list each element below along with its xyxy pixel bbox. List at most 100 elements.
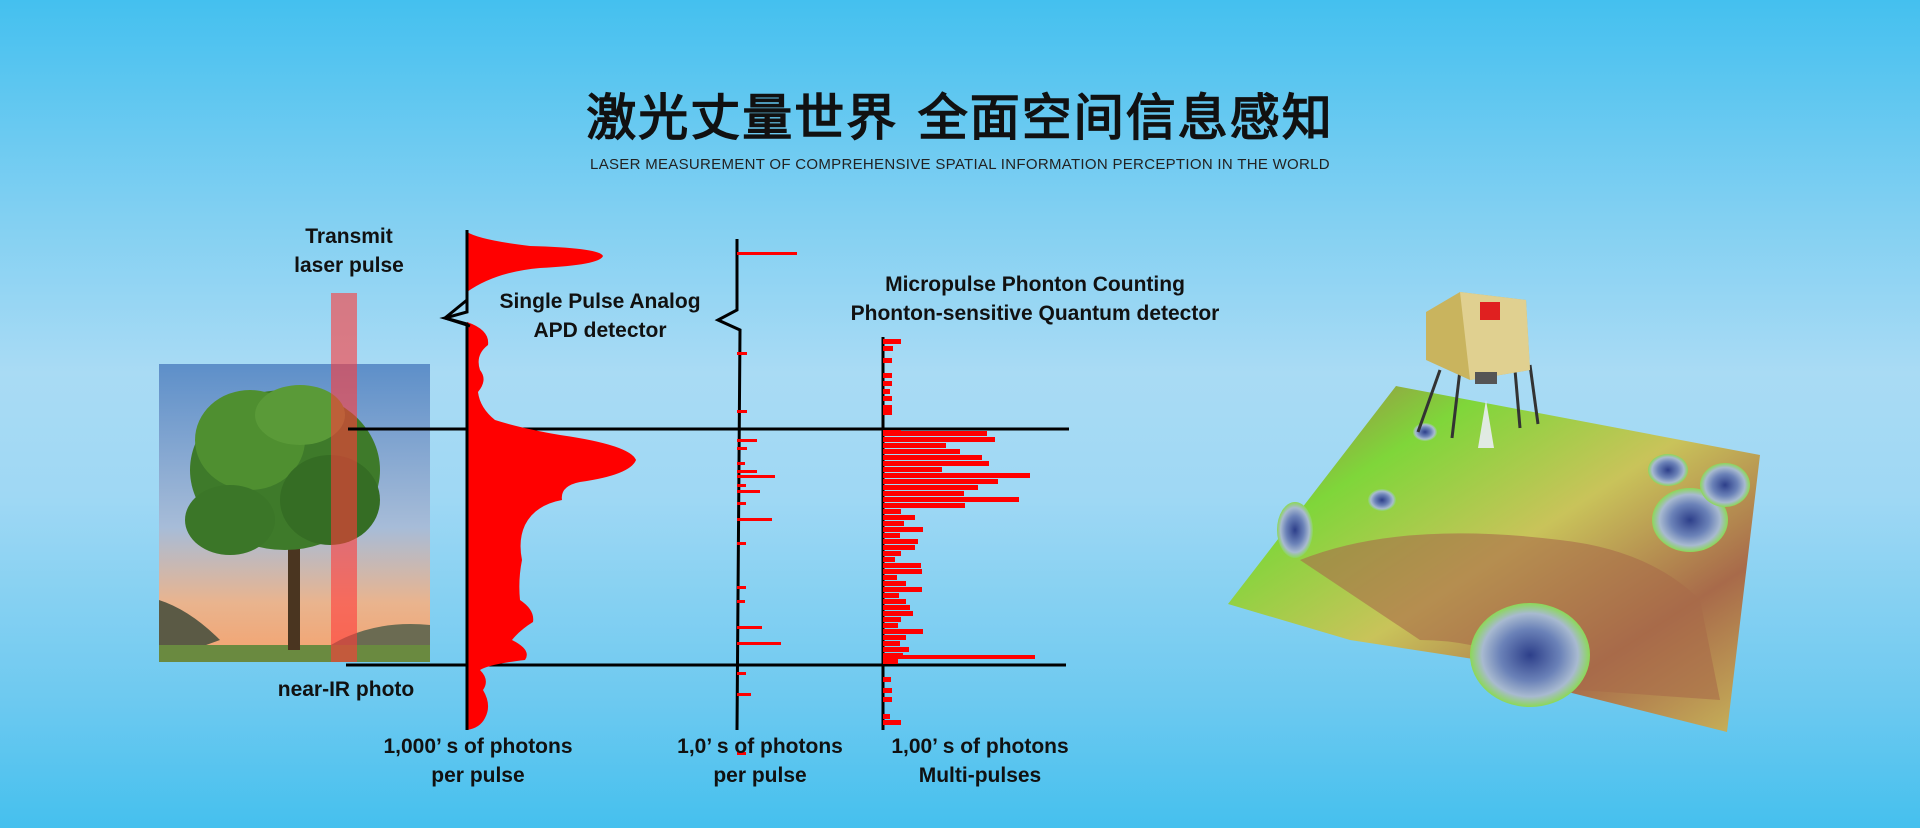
crater	[1413, 423, 1437, 441]
crater	[1368, 489, 1396, 511]
photon-bar	[737, 490, 760, 493]
photon-bar	[737, 672, 746, 675]
photon-bar	[737, 642, 781, 645]
photon-bar	[737, 752, 746, 755]
analog-axis-break	[441, 298, 471, 328]
photon-bar	[883, 697, 892, 702]
photon-bar	[883, 479, 998, 484]
photon-bar	[883, 655, 1035, 659]
micropulse-label-line2: Phonton-sensitive Quantum detector	[850, 302, 1220, 325]
photon-bar	[883, 605, 910, 610]
photon-bar	[883, 720, 901, 725]
axis-label-line2: per pulse	[431, 764, 525, 787]
transmit-label-line1: Transmit	[305, 225, 393, 248]
photon-bar	[883, 563, 921, 568]
photon-bar	[883, 569, 922, 574]
photon-bar	[883, 557, 895, 562]
photon-bar	[737, 475, 775, 478]
photon-bar	[883, 581, 906, 586]
photon-bar	[883, 389, 890, 394]
lunar-lander	[1416, 292, 1540, 448]
near-ir-photo-label: near-IR photo	[277, 678, 415, 701]
photon-bar	[883, 533, 900, 538]
photon-bar	[883, 381, 892, 386]
photon-bar	[737, 484, 746, 487]
photon-bar	[883, 599, 906, 604]
photon-bar	[883, 339, 901, 344]
photon-bar	[883, 509, 901, 514]
photon-bar	[883, 449, 960, 454]
photon-bar	[737, 693, 751, 696]
photon-bar	[737, 626, 762, 629]
analog-waveform-transmit	[467, 232, 603, 292]
photon-bar	[883, 491, 964, 496]
analog-detector-label: Single Pulse Analog APD detector	[499, 287, 700, 345]
photon-bar	[883, 455, 982, 460]
photon-bar	[883, 641, 900, 646]
photon-bar	[883, 497, 1019, 502]
page-title: 激光丈量世界 全面空间信息感知	[586, 89, 1334, 147]
photon-bar	[883, 575, 897, 580]
axis-label-line2: Multi-pulses	[918, 764, 1042, 787]
single-photon-returns	[737, 252, 797, 755]
axis-label-line1: 1,00’ s of photons	[891, 735, 1069, 758]
crater	[1470, 603, 1590, 707]
photon-bar	[883, 635, 906, 640]
photon-bar	[737, 518, 772, 521]
photon-bar	[737, 439, 757, 442]
photon-bar	[883, 396, 892, 401]
photon-bar	[883, 515, 915, 520]
photon-bar	[737, 252, 797, 255]
photon-bar	[883, 647, 909, 652]
multi-pulse-axis-label: 1,00’ s of photons Multi-pulses	[891, 732, 1068, 790]
photon-bar	[883, 617, 901, 622]
photon-bar	[883, 623, 898, 628]
photon-bar	[883, 443, 946, 448]
transmit-label: Transmit laser pulse	[294, 222, 404, 280]
photon-bar	[883, 545, 915, 550]
photon-bar	[883, 467, 942, 472]
photon-bar	[883, 714, 890, 719]
photon-bar	[883, 503, 965, 508]
photon-bar	[737, 410, 747, 413]
photon-bar	[883, 410, 892, 415]
axis-label-line2: per pulse	[713, 764, 807, 787]
photon-bar	[883, 373, 892, 378]
multi-pulse-histogram	[883, 339, 1035, 725]
photon-bar	[883, 431, 987, 436]
axis-label-line1: 1,000’ s of photons	[383, 735, 573, 758]
single-photon-axis	[714, 239, 742, 731]
near-ir-tree-photo	[159, 364, 430, 662]
crater	[1652, 488, 1728, 552]
photon-bar	[883, 611, 913, 616]
photon-bar	[883, 346, 893, 351]
photon-bar	[883, 551, 901, 556]
laser-beam	[331, 293, 357, 662]
photon-bar	[883, 521, 904, 526]
photon-bar	[883, 659, 898, 664]
analog-label-line1: Single Pulse Analog	[499, 290, 701, 313]
micropulse-detector-label: Micropulse Phonton Counting Phonton-sens…	[851, 270, 1220, 328]
page-subtitle: LASER MEASUREMENT OF COMPREHENSIVE SPATI…	[590, 156, 1330, 173]
photon-bar	[737, 352, 747, 355]
photon-bar	[883, 405, 892, 410]
transmit-label-line2: laser pulse	[294, 254, 404, 277]
analog-label-line2: APD detector	[533, 319, 667, 342]
photon-bar	[737, 470, 757, 473]
photon-bar	[883, 485, 978, 490]
photon-bar	[737, 586, 746, 589]
analog-waveform-return	[467, 322, 636, 730]
photon-bar	[737, 462, 745, 465]
crater	[1277, 502, 1313, 558]
crater	[1648, 454, 1688, 486]
photon-bar	[883, 437, 995, 442]
photon-bar	[737, 447, 747, 450]
axis-label-line1: 1,0’ s of photons	[677, 735, 843, 758]
analog-axis-label: 1,000’ s of photons per pulse	[383, 732, 572, 790]
photon-bar	[883, 473, 1030, 478]
photon-bar	[737, 542, 746, 545]
single-photon-axis-label: 1,0’ s of photons per pulse	[677, 732, 843, 790]
photon-bar	[737, 502, 746, 505]
photon-bar	[883, 593, 899, 598]
analog-axis	[439, 230, 469, 730]
